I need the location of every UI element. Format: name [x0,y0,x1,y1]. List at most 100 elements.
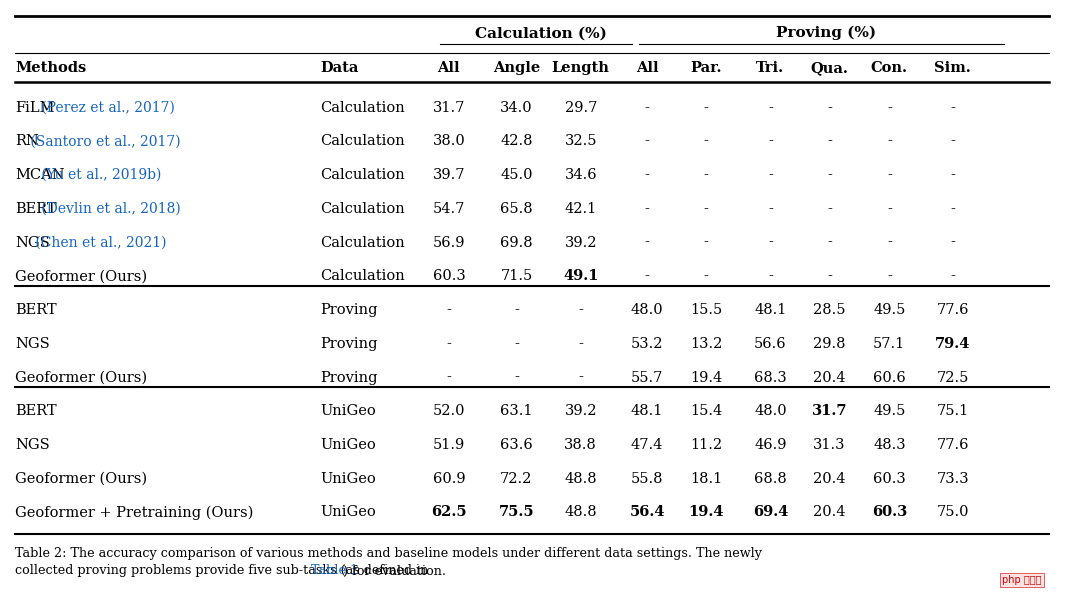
Text: 55.8: 55.8 [631,472,663,485]
Text: 60.9: 60.9 [433,472,465,485]
Text: All: All [437,61,460,75]
Text: Calculation: Calculation [321,101,405,115]
Text: -: - [950,269,955,283]
Text: -: - [887,168,892,182]
Text: UniGeo: UniGeo [321,505,376,520]
Text: 18.1: 18.1 [690,472,723,485]
Text: Angle: Angle [492,61,540,75]
Text: 15.5: 15.5 [690,303,723,317]
Text: -: - [950,236,955,250]
Text: Geoformer (Ours): Geoformer (Ours) [15,269,147,283]
Text: Calculation: Calculation [321,168,405,182]
Text: 46.9: 46.9 [754,438,786,452]
Text: 60.6: 60.6 [873,371,906,385]
Text: -: - [827,202,832,216]
Text: 56.4: 56.4 [630,505,665,520]
Text: Geoformer (Ours): Geoformer (Ours) [15,371,147,385]
Text: -: - [446,303,451,317]
Text: 68.8: 68.8 [754,472,787,485]
Text: 56.9: 56.9 [433,236,465,250]
Text: 51.9: 51.9 [433,438,465,452]
Text: -: - [950,168,955,182]
Text: 31.7: 31.7 [811,404,847,418]
Text: 60.3: 60.3 [432,269,465,283]
Text: 75.1: 75.1 [936,404,969,418]
Text: 11.2: 11.2 [690,438,723,452]
Text: 71.5: 71.5 [500,269,532,283]
Text: (Devlin et al., 2018): (Devlin et al., 2018) [37,202,180,216]
Text: 29.7: 29.7 [565,101,597,115]
Text: Proving: Proving [321,371,378,385]
Text: 75.0: 75.0 [936,505,969,520]
Text: 39.2: 39.2 [565,236,597,250]
Text: 53.2: 53.2 [631,337,663,351]
Text: (Santoro et al., 2017): (Santoro et al., 2017) [26,134,180,148]
Text: 48.0: 48.0 [754,404,786,418]
Text: 60.3: 60.3 [872,505,907,520]
Text: Calculation (%): Calculation (%) [474,26,607,40]
Text: -: - [704,168,708,182]
Text: -: - [704,101,708,115]
Text: 48.3: 48.3 [873,438,906,452]
Text: Tri.: Tri. [756,61,784,75]
Text: 13.2: 13.2 [690,337,723,351]
Text: 49.1: 49.1 [563,269,598,283]
Text: php 中文网: php 中文网 [1002,575,1041,585]
Text: (Perez et al., 2017): (Perez et al., 2017) [37,101,175,115]
Text: -: - [768,269,773,283]
Text: Data: Data [321,61,359,75]
Text: 38.8: 38.8 [565,438,597,452]
Text: -: - [446,371,451,385]
Text: -: - [645,269,649,283]
Text: 20.4: 20.4 [813,472,846,485]
Text: -: - [950,202,955,216]
Text: 32.5: 32.5 [565,134,597,148]
Text: 42.1: 42.1 [565,202,597,216]
Text: All: All [636,61,659,75]
Text: Con.: Con. [870,61,908,75]
Text: 48.0: 48.0 [631,303,663,317]
Text: 20.4: 20.4 [813,505,846,520]
Text: -: - [446,337,451,351]
Text: -: - [768,202,773,216]
Text: Qua.: Qua. [810,61,848,75]
Text: -: - [514,337,518,351]
Text: UniGeo: UniGeo [321,438,376,452]
Text: -: - [768,101,773,115]
Text: -: - [768,134,773,148]
Text: -: - [887,236,892,250]
Text: 77.6: 77.6 [936,303,969,317]
Text: 20.4: 20.4 [813,371,846,385]
Text: -: - [645,236,649,250]
Text: 55.7: 55.7 [631,371,663,385]
Text: NGS: NGS [15,438,50,452]
Text: BERT: BERT [15,202,56,216]
Text: (Yu et al., 2019b): (Yu et al., 2019b) [37,168,161,182]
Text: 39.7: 39.7 [433,168,465,182]
Text: BERT: BERT [15,303,56,317]
Text: -: - [887,202,892,216]
Text: -: - [578,371,583,385]
Text: 29.8: 29.8 [813,337,846,351]
Text: -: - [645,101,649,115]
Text: -: - [645,202,649,216]
Text: 62.5: 62.5 [431,505,467,520]
Text: 42.8: 42.8 [500,134,532,148]
Text: 48.8: 48.8 [565,505,597,520]
Text: 34.6: 34.6 [565,168,597,182]
Text: -: - [704,134,708,148]
Text: 38.0: 38.0 [432,134,465,148]
Text: Calculation: Calculation [321,202,405,216]
Text: 56.6: 56.6 [754,337,786,351]
Text: -: - [768,236,773,250]
Text: Calculation: Calculation [321,269,405,283]
Text: Methods: Methods [15,61,86,75]
Text: -: - [645,134,649,148]
Text: Par.: Par. [690,61,721,75]
Text: Proving (%): Proving (%) [775,26,876,40]
Text: 73.3: 73.3 [936,472,969,485]
Text: Table 2: The accuracy comparison of various methods and baseline models under di: Table 2: The accuracy comparison of vari… [15,547,761,560]
Text: FiLM: FiLM [15,101,54,115]
Text: 68.3: 68.3 [754,371,787,385]
Text: Calculation: Calculation [321,134,405,148]
